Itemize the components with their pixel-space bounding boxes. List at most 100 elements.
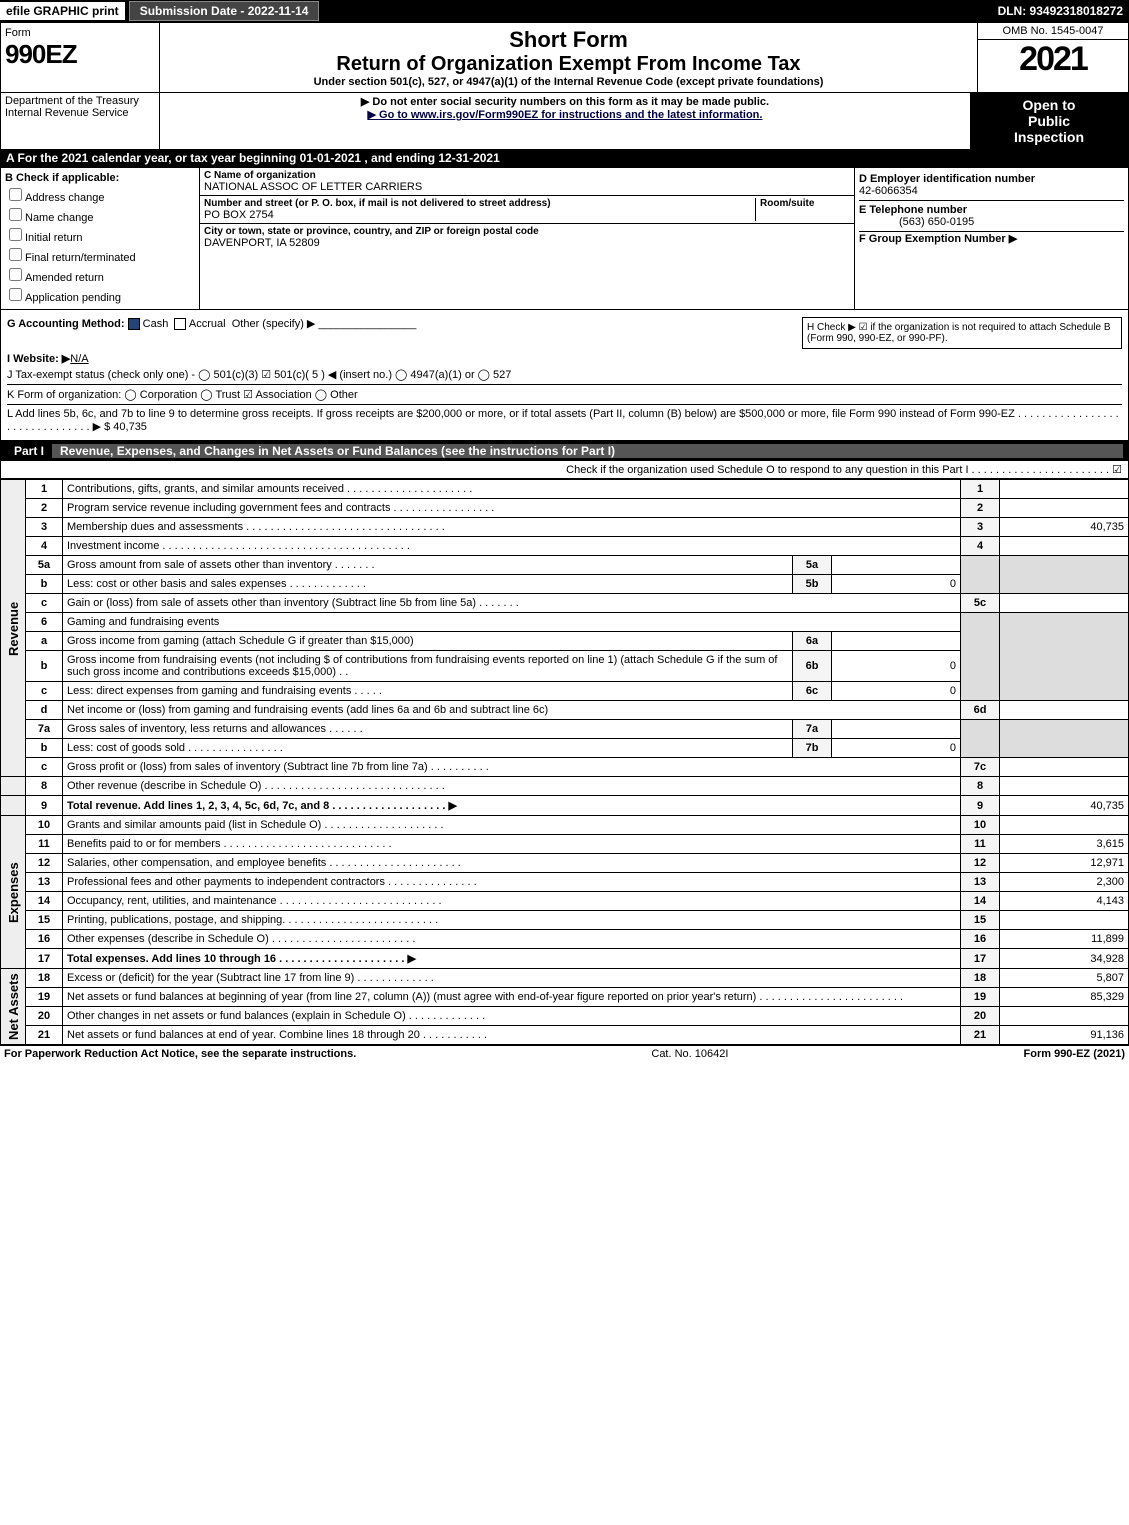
line-15-num: 15 (26, 911, 63, 930)
open-to: Open to (974, 97, 1124, 113)
line-7b-desc: Less: cost of goods sold . . . . . . . .… (63, 739, 793, 758)
line-6d-num: d (26, 701, 63, 720)
line-l: L Add lines 5b, 6c, and 7b to line 9 to … (7, 408, 1122, 433)
line-6c-sn: 6c (793, 682, 832, 701)
line-j: J Tax-exempt status (check only one) - ◯… (7, 368, 1122, 385)
line-6b-num: b (26, 651, 63, 682)
page-footer: For Paperwork Reduction Act Notice, see … (0, 1045, 1129, 1062)
line-18-desc: Excess or (deficit) for the year (Subtra… (63, 969, 961, 988)
line-15-val (1000, 911, 1129, 930)
line-20-val (1000, 1007, 1129, 1026)
dln-label: DLN: 93492318018272 (998, 4, 1129, 18)
line-1-desc: Contributions, gifts, grants, and simila… (63, 480, 961, 499)
line-17-desc: Total expenses. Add lines 10 through 16 … (63, 949, 961, 969)
instruction-row: Department of the Treasury Internal Reve… (0, 93, 1129, 149)
line-5b-sv: 0 (832, 575, 961, 594)
line-5b-num: b (26, 575, 63, 594)
no-ssn-notice: ▶ Do not enter social security numbers o… (162, 95, 968, 108)
form-header: Form 990EZ Short Form Return of Organiza… (0, 22, 1129, 93)
line-2-val (1000, 499, 1129, 518)
line-7c-ln: 7c (961, 758, 1000, 777)
line-6c-desc: Less: direct expenses from gaming and fu… (63, 682, 793, 701)
line-11-val: 3,615 (1000, 835, 1129, 854)
line-5a-desc: Gross amount from sale of assets other t… (63, 556, 793, 575)
instructions-center: ▶ Do not enter social security numbers o… (160, 93, 970, 149)
line-17-ln: 17 (961, 949, 1000, 969)
line-10-desc: Grants and similar amounts paid (list in… (63, 816, 961, 835)
chk-address-change[interactable]: Address change (5, 185, 195, 204)
line-12-ln: 12 (961, 854, 1000, 873)
column-d-ein: D Employer identification number 42-6066… (855, 168, 1128, 309)
line-11-num: 11 (26, 835, 63, 854)
line-12-val: 12,971 (1000, 854, 1129, 873)
line-k: K Form of organization: ◯ Corporation ◯ … (7, 388, 1122, 405)
line-h: H Check ▶ ☑ if the organization is not r… (802, 317, 1122, 349)
footer-right: Form 990-EZ (2021) (1024, 1048, 1125, 1060)
line-15-ln: 15 (961, 911, 1000, 930)
line-11-ln: 11 (961, 835, 1000, 854)
line-13-desc: Professional fees and other payments to … (63, 873, 961, 892)
line-3-num: 3 (26, 518, 63, 537)
chk-final-return[interactable]: Final return/terminated (5, 245, 195, 264)
line-21-ln: 21 (961, 1026, 1000, 1045)
line-16-ln: 16 (961, 930, 1000, 949)
line-14-ln: 14 (961, 892, 1000, 911)
line-5a-sn: 5a (793, 556, 832, 575)
chk-cash[interactable] (128, 318, 140, 330)
line-8-desc: Other revenue (describe in Schedule O) .… (63, 777, 961, 796)
line-9-desc: Total revenue. Add lines 1, 2, 3, 4, 5c,… (63, 796, 961, 816)
line-10-val (1000, 816, 1129, 835)
website-value: N/A (70, 353, 88, 365)
line-6c-num: c (26, 682, 63, 701)
line-1-val (1000, 480, 1129, 499)
revenue-side-label: Revenue (1, 480, 26, 777)
line-7a-sn: 7a (793, 720, 832, 739)
footer-center: Cat. No. 10642I (356, 1048, 1023, 1060)
line-5b-desc: Less: cost or other basis and sales expe… (63, 575, 793, 594)
line-16-val: 11,899 (1000, 930, 1129, 949)
irs-label: Internal Revenue Service (5, 107, 155, 119)
short-form-title: Short Form (164, 27, 973, 53)
line-1-ln: 1 (961, 480, 1000, 499)
org-street: PO BOX 2754 (204, 209, 755, 221)
line-7b-num: b (26, 739, 63, 758)
line-3-ln: 3 (961, 518, 1000, 537)
line-17-num: 17 (26, 949, 63, 969)
expenses-side-label: Expenses (1, 816, 26, 969)
line-13-val: 2,300 (1000, 873, 1129, 892)
part-1-title: Revenue, Expenses, and Changes in Net As… (52, 444, 1123, 458)
line-3-desc: Membership dues and assessments . . . . … (63, 518, 961, 537)
ein-label: D Employer identification number (859, 173, 1035, 185)
line-6-desc: Gaming and fundraising events (63, 613, 961, 632)
line-8-val (1000, 777, 1129, 796)
part-1-table: Revenue 1 Contributions, gifts, grants, … (0, 479, 1129, 1045)
line-10-ln: 10 (961, 816, 1000, 835)
line-18-num: 18 (26, 969, 63, 988)
phone-label: E Telephone number (859, 204, 967, 216)
line-16-desc: Other expenses (describe in Schedule O) … (63, 930, 961, 949)
chk-application-pending[interactable]: Application pending (5, 285, 195, 304)
org-name: NATIONAL ASSOC OF LETTER CARRIERS (204, 181, 850, 193)
c-city-label: City or town, state or province, country… (204, 226, 850, 237)
part-1-label: Part I (6, 444, 52, 458)
part-1-schedule-o-check: Check if the organization used Schedule … (0, 461, 1129, 479)
inspection: Inspection (974, 129, 1124, 145)
line-12-num: 12 (26, 854, 63, 873)
line-21-desc: Net assets or fund balances at end of ye… (63, 1026, 961, 1045)
chk-initial-return[interactable]: Initial return (5, 225, 195, 244)
line-11-desc: Benefits paid to or for members . . . . … (63, 835, 961, 854)
chk-accrual[interactable] (174, 318, 186, 330)
line-i: I Website: ▶N/A (7, 352, 1122, 365)
chk-name-change[interactable]: Name change (5, 205, 195, 224)
chk-amended-return[interactable]: Amended return (5, 265, 195, 284)
top-bar: efile GRAPHIC print Submission Date - 20… (0, 0, 1129, 22)
line-15-desc: Printing, publications, postage, and shi… (63, 911, 961, 930)
line-14-num: 14 (26, 892, 63, 911)
line-19-num: 19 (26, 988, 63, 1007)
line-3-val: 40,735 (1000, 518, 1129, 537)
form-word: Form (5, 27, 155, 39)
line-4-ln: 4 (961, 537, 1000, 556)
goto-link[interactable]: ▶ Go to www.irs.gov/Form990EZ for instru… (162, 108, 968, 121)
line-6b-sv: 0 (832, 651, 961, 682)
submission-date: Submission Date - 2022-11-14 (129, 1, 320, 21)
